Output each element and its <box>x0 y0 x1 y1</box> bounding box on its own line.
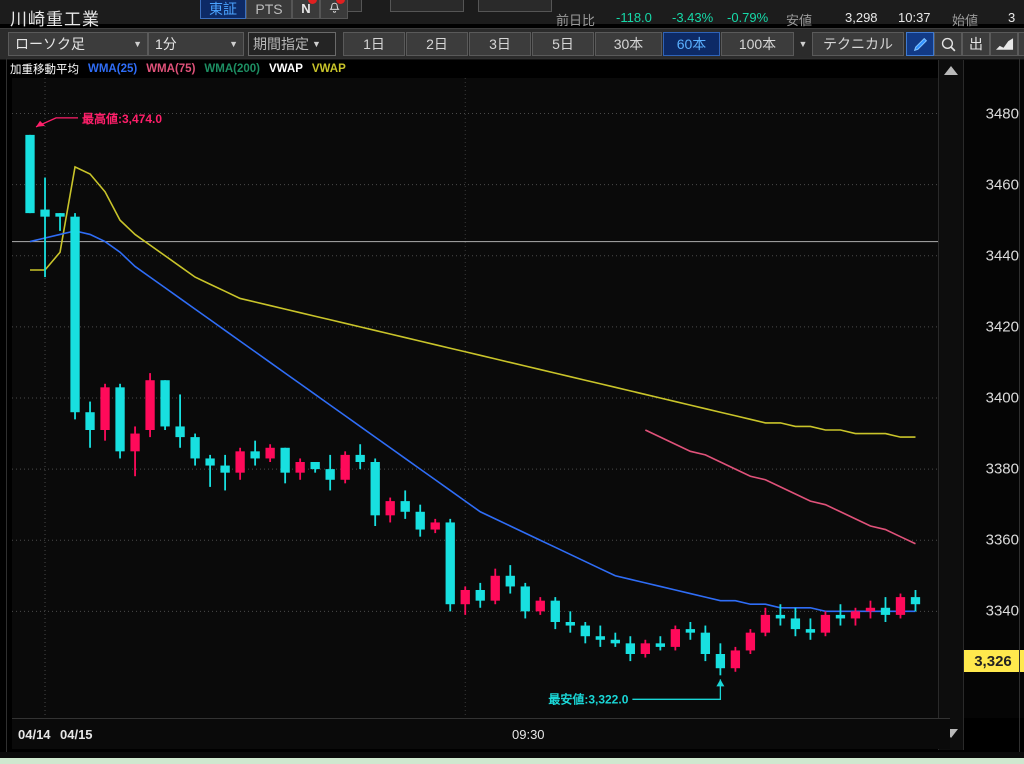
period-specify-button[interactable]: 期間指定 ▼ <box>248 32 336 56</box>
scroll-up-arrow-icon[interactable] <box>944 66 958 75</box>
news-badge-dot <box>308 0 317 4</box>
symbol-name: 川崎重工業 <box>10 10 100 29</box>
price-tick-3360: 3360 <box>985 531 1019 549</box>
chart-canvas: 最高値:3,474.0 最安値:3,322.0 <box>12 78 950 718</box>
change-label: 前日比 <box>556 13 596 28</box>
legend-item-wma25[interactable]: WMA(25) <box>88 63 138 75</box>
time-label-1: 04/15 <box>60 727 93 742</box>
header-bar: 川崎重工業 前日比 -118.0 -3.43% -0.79% 安値 3,298 … <box>0 0 1024 29</box>
news-icon[interactable]: N <box>292 0 320 19</box>
time-label-2: 09:30 <box>512 727 545 742</box>
legend-item-wma200[interactable]: WMA(200) <box>204 63 260 75</box>
news-glyph: N <box>301 0 311 16</box>
magnifier-shape <box>941 37 955 51</box>
range-button-100bars[interactable]: 100本 <box>721 32 794 56</box>
legend-item-vwap-white[interactable]: VWAP <box>269 63 303 75</box>
chevron-down-icon: ▼ <box>133 39 142 49</box>
legend-item-vwap-yellow[interactable]: VWAP <box>311 63 346 75</box>
interval-value: 1分 <box>155 36 177 52</box>
export-icon[interactable]: 出 <box>962 32 990 56</box>
legend-title: 加重移動平均 <box>10 64 79 76</box>
open-label: 始値 <box>952 13 979 28</box>
change-value: -118.0 <box>616 10 652 25</box>
bell-shape <box>328 2 340 13</box>
price-tick-3380: 3380 <box>985 460 1019 478</box>
time-axis: 04/14 04/15 09:30 <box>12 718 950 749</box>
price-tick-3440: 3440 <box>985 247 1019 265</box>
magnifier-icon[interactable] <box>934 32 962 56</box>
range-button-5d[interactable]: 5日 <box>532 32 594 56</box>
bar-chart-shape <box>995 38 1013 50</box>
legend-item-wma75[interactable]: WMA(75) <box>146 63 196 75</box>
price-tick-3400: 3400 <box>985 389 1019 407</box>
indicator-legend: 加重移動平均 WMA(25) WMA(75) WMA(200) VWAP VWA… <box>0 60 346 78</box>
pencil-icon[interactable] <box>906 32 934 56</box>
price-axis[interactable]: 3480 3460 3440 3420 3400 3380 3360 3340 3,326 <box>962 60 1024 718</box>
top-strip: 東証 PTS N <box>0 0 1024 24</box>
range-button-2d[interactable]: 2日 <box>406 32 468 56</box>
low-value: 3,298 <box>845 10 878 25</box>
period-specify-label: 期間指定 <box>253 36 309 52</box>
candlestick-chart-plot[interactable]: 最高値:3,474.0 最安値:3,322.0 <box>12 78 950 718</box>
chart-type-select[interactable]: ローソク足 ▼ <box>8 32 148 56</box>
change-percent-secondary: -0.79% <box>727 10 769 25</box>
interval-select[interactable]: 1分 ▼ <box>148 32 244 56</box>
range-button-1d[interactable]: 1日 <box>343 32 405 56</box>
price-tick-3340: 3340 <box>985 602 1019 620</box>
save-icon[interactable] <box>1018 32 1024 56</box>
alert-bell-icon[interactable] <box>320 0 348 19</box>
low-time: 10:37 <box>898 10 931 25</box>
chart-toolbar: ローソク足 ▼ 1分 ▼ 期間指定 ▼ 1日 2日 3日 5日 30本 60本 … <box>0 28 1024 60</box>
bar-chart-icon[interactable] <box>990 32 1018 56</box>
range-button-60bars[interactable]: 60本 <box>663 32 720 56</box>
scroll-down-arrow-icon[interactable] <box>944 729 958 738</box>
technical-button[interactable]: テクニカル <box>812 32 904 56</box>
chart-type-value: ローソク足 <box>15 36 85 52</box>
pencil-shape <box>913 37 927 51</box>
price-tick-3480: 3480 <box>985 105 1019 123</box>
chart-vertical-scrollbar[interactable] <box>938 60 964 750</box>
open-value: 3 <box>1008 10 1016 25</box>
price-tick-3420: 3420 <box>985 318 1019 336</box>
range-button-30bars[interactable]: 30本 <box>595 32 662 56</box>
chevron-down-icon: ▼ <box>312 39 321 49</box>
desktop-background-strip <box>0 758 1024 764</box>
export-glyph: 出 <box>969 36 983 52</box>
low-label: 安値 <box>786 13 813 28</box>
high-price-annotation: 最高値:3,474.0 <box>82 111 162 126</box>
venue-selector: 東証 PTS N <box>200 0 348 20</box>
range-button-3d[interactable]: 3日 <box>469 32 531 56</box>
venue-tab-pts[interactable]: PTS <box>246 0 292 19</box>
alert-badge-dot <box>336 0 345 4</box>
chevron-down-icon: ▼ <box>229 39 238 49</box>
low-price-annotation: 最安値:3,322.0 <box>548 691 628 706</box>
more-ranges-chevron-down-icon[interactable]: ▼ <box>798 39 808 49</box>
top-ghost-field-2[interactable] <box>390 0 464 12</box>
price-tick-3460: 3460 <box>985 176 1019 194</box>
top-ghost-field-3[interactable] <box>478 0 552 12</box>
venue-tab-tse[interactable]: 東証 <box>200 0 246 19</box>
time-label-0: 04/14 <box>18 727 51 742</box>
last-price-badge: 3,326 <box>962 650 1024 673</box>
change-percent: -3.43% <box>672 10 714 25</box>
